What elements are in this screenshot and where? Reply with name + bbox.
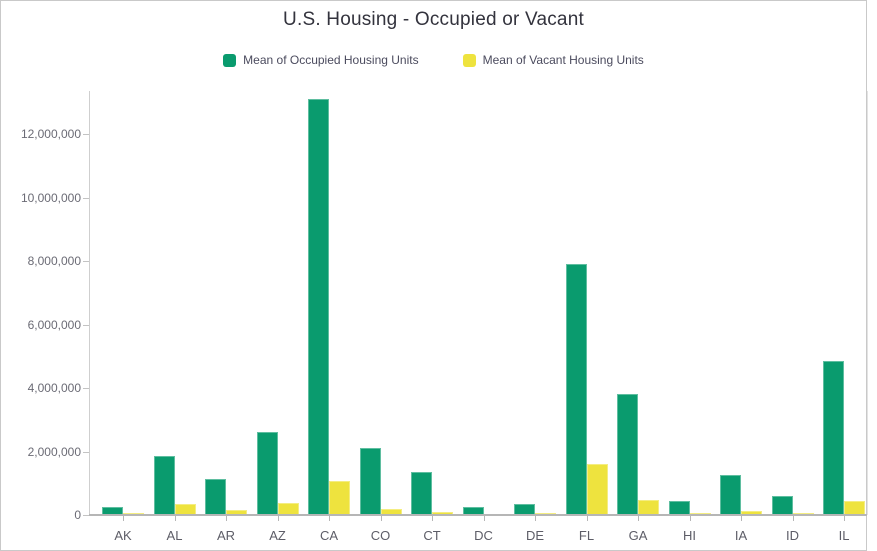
x-axis-tick xyxy=(123,515,124,521)
x-axis-label-AR: AR xyxy=(216,528,236,543)
x-axis-tick xyxy=(844,515,845,521)
bar-occupied-DE[interactable] xyxy=(514,504,535,515)
bar-occupied-AL[interactable] xyxy=(153,455,175,515)
y-axis-label: 8,000,000 xyxy=(27,254,81,268)
y-axis-tick xyxy=(83,134,89,135)
legend-item-occupied[interactable]: Mean of Occupied Housing Units xyxy=(223,53,419,67)
bar-occupied-IA[interactable] xyxy=(720,475,741,515)
x-axis-tick xyxy=(175,515,176,521)
chart-title: U.S. Housing - Occupied or Vacant xyxy=(283,9,584,30)
x-axis-tick xyxy=(484,515,485,521)
x-axis-label-FL: FL xyxy=(578,528,595,543)
bar-vacant-IL[interactable] xyxy=(844,501,865,515)
x-axis-label-GA: GA xyxy=(628,528,648,543)
y-axis-tick xyxy=(83,261,89,262)
bar-occupied-HI[interactable] xyxy=(668,501,690,515)
y-axis-tick xyxy=(83,388,89,389)
bar-vacant-CA[interactable] xyxy=(329,481,350,515)
x-axis-tick xyxy=(741,515,742,521)
x-axis-label-IL: IL xyxy=(838,528,850,543)
x-axis-label-CA: CA xyxy=(319,528,339,543)
bar-vacant-FL[interactable] xyxy=(586,464,608,515)
bar-occupied-GA[interactable] xyxy=(617,394,638,515)
y-axis-line xyxy=(89,91,90,515)
legend-item-vacant[interactable]: Mean of Vacant Housing Units xyxy=(462,53,644,67)
x-axis-tick xyxy=(638,515,639,521)
bar-vacant-IA[interactable] xyxy=(741,510,762,515)
bar-vacant-HI[interactable] xyxy=(689,512,711,515)
x-axis-label-CO: CO xyxy=(370,528,391,543)
x-axis-label-AK: AK xyxy=(114,528,132,543)
x-axis-label-AZ: AZ xyxy=(269,528,286,543)
bar-vacant-GA[interactable] xyxy=(638,500,659,515)
bar-occupied-CT[interactable] xyxy=(411,472,432,515)
bar-occupied-IL[interactable] xyxy=(823,361,844,515)
bar-vacant-CT[interactable] xyxy=(432,511,453,515)
legend-label-occupied: Mean of Occupied Housing Units xyxy=(243,53,419,67)
x-axis-label-DE: DE xyxy=(525,528,545,543)
y-axis-label: 2,000,000 xyxy=(27,444,81,459)
x-axis-tick xyxy=(793,515,794,521)
bar-vacant-CO[interactable] xyxy=(380,508,402,515)
bar-occupied-CO[interactable] xyxy=(359,448,381,515)
x-axis-label-CT: CT xyxy=(423,528,441,543)
bar-occupied-DC[interactable] xyxy=(462,507,484,515)
legend-swatch-occupied-icon xyxy=(223,53,237,67)
x-axis-tick xyxy=(226,515,227,521)
bar-occupied-ID[interactable] xyxy=(771,495,793,515)
bar-occupied-FL[interactable] xyxy=(565,264,587,515)
bar-occupied-AR[interactable] xyxy=(205,479,226,515)
x-axis-tick xyxy=(587,515,588,521)
y-axis-label: 0 xyxy=(74,508,81,522)
x-axis-label-HI: HI xyxy=(683,528,696,543)
x-axis-baseline xyxy=(89,514,867,516)
x-axis-tick xyxy=(690,515,691,521)
x-axis-label-IA: IA xyxy=(734,528,748,543)
bar-vacant-AZ[interactable] xyxy=(277,503,299,515)
bar-occupied-CA[interactable] xyxy=(308,99,329,515)
y-axis-label: 10,000,000 xyxy=(20,190,81,205)
x-axis-tick xyxy=(535,515,536,521)
x-axis-label-AL: AL xyxy=(166,528,183,543)
plot-right-border xyxy=(867,91,868,515)
x-axis-tick xyxy=(329,515,330,521)
x-axis-tick xyxy=(278,515,279,521)
x-axis-tick xyxy=(381,515,382,521)
y-axis-label: 6,000,000 xyxy=(27,317,81,332)
y-axis-tick xyxy=(83,325,89,326)
bar-occupied-AZ[interactable] xyxy=(256,432,278,515)
x-axis-label-DC: DC xyxy=(474,528,493,543)
legend-label-vacant: Mean of Vacant Housing Units xyxy=(482,53,644,67)
bar-vacant-AL[interactable] xyxy=(174,503,196,515)
y-axis-tick xyxy=(83,515,89,516)
y-axis-label: 12,000,000 xyxy=(20,127,81,141)
bar-vacant-ID[interactable] xyxy=(792,512,814,515)
legend-swatch-vacant-icon xyxy=(462,53,476,67)
x-axis-label-ID: ID xyxy=(786,528,799,543)
bar-vacant-AR[interactable] xyxy=(226,509,247,515)
y-axis-tick xyxy=(83,452,89,453)
y-axis-label: 4,000,000 xyxy=(27,381,81,395)
bar-occupied-AK[interactable] xyxy=(102,507,123,515)
x-axis-tick xyxy=(432,515,433,521)
y-axis-tick xyxy=(83,198,89,199)
chart-legend: Mean of Occupied Housing Units Mean of V… xyxy=(1,53,866,67)
